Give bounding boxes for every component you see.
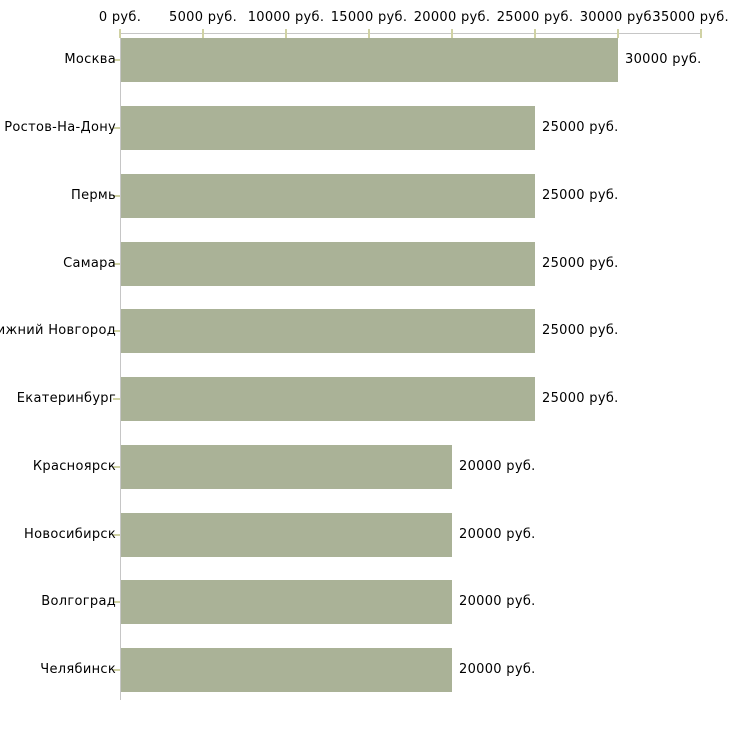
y-axis-line	[120, 33, 121, 700]
category-label: Челябинск	[40, 662, 116, 677]
y-axis-tick	[113, 127, 120, 129]
x-axis-tick-label: 35000 руб.	[652, 10, 729, 25]
y-axis-tick	[113, 669, 120, 671]
category-label: Москва	[64, 52, 116, 67]
category-label: Красноярск	[32, 459, 116, 474]
category-label: Новосибирск	[24, 527, 116, 542]
x-axis-tick-label: 20000 руб.	[413, 10, 491, 25]
bar	[121, 242, 535, 286]
y-axis-tick	[113, 466, 120, 468]
value-label: 20000 руб.	[459, 459, 536, 474]
category-label: Самара	[63, 256, 116, 271]
x-axis-line	[120, 33, 701, 34]
category-label: Екатеринбург	[16, 391, 116, 406]
bar	[121, 309, 535, 353]
bar	[121, 106, 535, 150]
value-label: 25000 руб.	[542, 323, 619, 338]
x-axis-tick-label: 30000 руб.	[579, 10, 657, 25]
x-axis-tick	[700, 29, 702, 38]
x-axis-tick	[534, 29, 536, 38]
category-label: Волгоград	[41, 594, 116, 609]
x-axis-tick-label: 25000 руб.	[496, 10, 574, 25]
category-label: Ростов-На-Дону	[4, 120, 116, 135]
bar	[121, 38, 618, 82]
x-axis-tick	[617, 29, 619, 38]
y-axis-tick	[113, 263, 120, 265]
value-label: 25000 руб.	[542, 391, 619, 406]
bar	[121, 513, 452, 557]
x-axis-tick	[202, 29, 204, 38]
value-label: 30000 руб.	[625, 52, 702, 67]
y-axis-tick	[113, 330, 120, 332]
y-axis-tick	[113, 59, 120, 61]
value-label: 20000 руб.	[459, 594, 536, 609]
x-axis-tick-label: 15000 руб.	[330, 10, 408, 25]
value-label: 25000 руб.	[542, 188, 619, 203]
x-axis-tick-label: 10000 руб.	[247, 10, 325, 25]
bar	[121, 580, 452, 624]
x-axis-tick	[119, 29, 121, 38]
value-label: 25000 руб.	[542, 256, 619, 271]
category-label: Пермь	[71, 188, 116, 203]
value-label: 25000 руб.	[542, 120, 619, 135]
value-label: 20000 руб.	[459, 662, 536, 677]
bar	[121, 174, 535, 218]
y-axis-tick	[113, 195, 120, 197]
x-axis-tick-label: 5000 руб.	[168, 10, 238, 25]
category-label: Нижний Новгород	[0, 323, 116, 338]
y-axis-tick	[113, 601, 120, 603]
bar	[121, 377, 535, 421]
x-axis-tick	[368, 29, 370, 38]
bar	[121, 445, 452, 489]
x-axis-tick-label: 0 руб.	[98, 10, 142, 25]
x-axis-tick	[451, 29, 453, 38]
x-axis-tick	[285, 29, 287, 38]
bar	[121, 648, 452, 692]
value-label: 20000 руб.	[459, 527, 536, 542]
y-axis-tick	[113, 398, 120, 400]
y-axis-tick	[113, 534, 120, 536]
